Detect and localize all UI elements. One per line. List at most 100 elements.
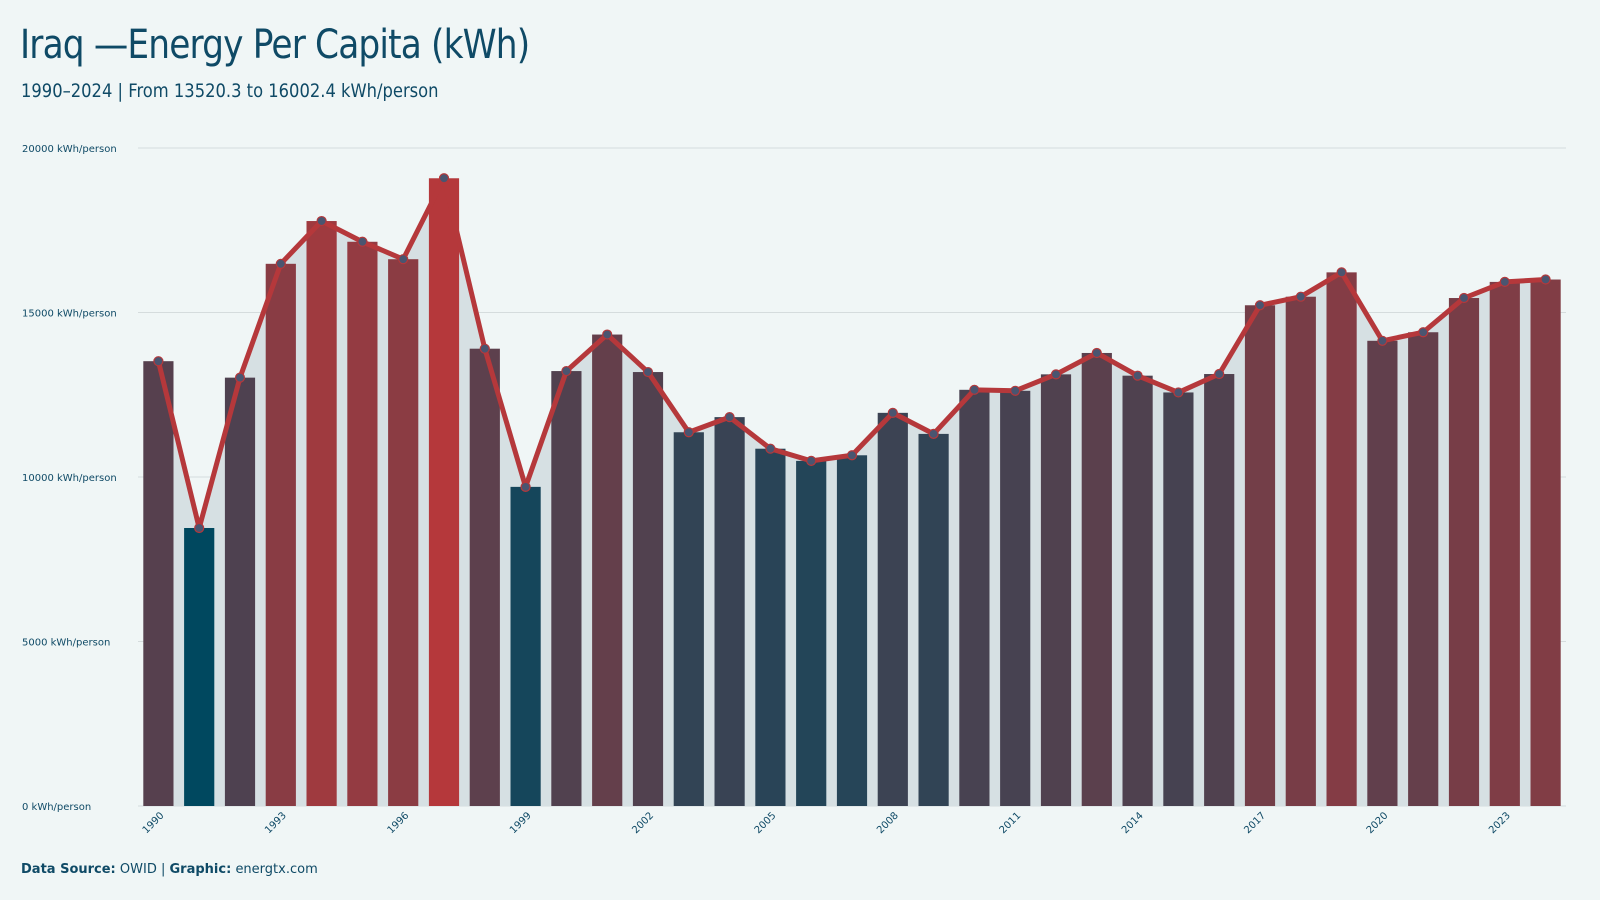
y-tick-label: 5000 kWh/person xyxy=(22,638,110,649)
bar-2016 xyxy=(1204,374,1235,806)
marker-2024 xyxy=(1540,274,1551,285)
chart-title: Iraq —Energy Per Capita (kWh) xyxy=(20,22,530,68)
marker-1995 xyxy=(357,236,368,247)
marker-2013 xyxy=(1091,347,1102,359)
marker-2011 xyxy=(1010,385,1021,396)
marker-2010 xyxy=(969,384,980,395)
x-tick-label: 1999 xyxy=(508,810,534,836)
bar-2008 xyxy=(877,412,908,806)
marker-1991 xyxy=(194,522,205,534)
x-tick-label: 2011 xyxy=(998,810,1024,836)
marker-2023 xyxy=(1499,276,1510,288)
bar-2014 xyxy=(1122,375,1153,806)
marker-2014 xyxy=(1132,370,1143,381)
marker-2008 xyxy=(887,407,898,418)
bar-2003 xyxy=(673,432,704,806)
bar-2017 xyxy=(1244,305,1276,806)
bar-2002 xyxy=(632,372,664,806)
marker-2018 xyxy=(1295,291,1306,302)
bar-2001 xyxy=(592,334,623,806)
x-tick-label: 2014 xyxy=(1120,810,1146,836)
bar-2013 xyxy=(1081,352,1112,806)
bar-1996 xyxy=(388,259,419,806)
marker-2020 xyxy=(1377,335,1388,346)
marker-2007 xyxy=(846,450,858,461)
marker-2000 xyxy=(561,365,572,377)
marker-2012 xyxy=(1050,369,1062,380)
bar-1995 xyxy=(347,241,378,806)
x-tick-label: 2005 xyxy=(753,810,779,836)
bar-1994 xyxy=(306,221,337,807)
x-tick-label: 1996 xyxy=(386,810,412,836)
marker-2015 xyxy=(1173,387,1184,398)
marker-1996 xyxy=(398,254,409,265)
bar-2018 xyxy=(1285,296,1316,806)
bar-2019 xyxy=(1326,272,1357,806)
x-tick-label: 2023 xyxy=(1487,810,1513,836)
bar-2000 xyxy=(551,371,582,806)
source-value: OWID xyxy=(119,862,157,877)
marker-2006 xyxy=(806,455,817,466)
marker-2002 xyxy=(642,366,654,378)
bar-1998 xyxy=(469,348,500,806)
footer-credits: Data Source: OWID | Graphic: energtx.com xyxy=(21,862,318,877)
bar-2011 xyxy=(1000,390,1031,806)
bar-2004 xyxy=(714,417,745,806)
bar-2006 xyxy=(796,460,827,806)
y-axis-ticks: 0 kWh/person 5000 kWh/person 10000 kWh/per… xyxy=(22,144,117,813)
bar-2022 xyxy=(1448,298,1480,806)
bar-2012 xyxy=(1040,374,1072,806)
y-tick-label: 15000 kWh/person xyxy=(22,309,117,320)
marker-2001 xyxy=(602,329,613,340)
bar-2005 xyxy=(755,448,786,806)
bar-2024 xyxy=(1530,279,1561,807)
marker-1994 xyxy=(316,215,327,227)
marker-2019 xyxy=(1336,267,1347,278)
marker-2005 xyxy=(765,443,776,454)
bar-2009 xyxy=(918,433,949,806)
x-tick-label: 2020 xyxy=(1365,810,1391,836)
marker-1990 xyxy=(153,356,164,367)
bar-1990 xyxy=(143,361,174,806)
marker-1992 xyxy=(234,372,246,383)
marker-2016 xyxy=(1214,368,1225,380)
bar-2010 xyxy=(959,389,990,806)
bar-2023 xyxy=(1489,281,1520,806)
bar-2007 xyxy=(836,455,868,806)
bar-2020 xyxy=(1367,340,1398,806)
marker-2009 xyxy=(928,428,939,440)
bar-1991 xyxy=(184,527,215,806)
y-tick-label: 20000 kWh/person xyxy=(22,144,117,155)
marker-2003 xyxy=(683,427,694,438)
markers xyxy=(153,173,1551,534)
bar-2015 xyxy=(1163,392,1194,806)
x-tick-label: 2017 xyxy=(1242,810,1268,836)
marker-2021 xyxy=(1418,327,1429,338)
marker-1998 xyxy=(479,343,490,354)
marker-2004 xyxy=(724,412,735,423)
y-tick-label: 10000 kWh/person xyxy=(22,473,117,484)
bar-1992 xyxy=(224,377,256,806)
x-axis-ticks: 1990 1993 1996 1999 2002 2005 2008 2011 2014 2017… xyxy=(141,810,1513,836)
graphic-value: energtx.com xyxy=(235,862,318,877)
bar-2021 xyxy=(1408,332,1439,806)
bar-1997 xyxy=(428,178,460,806)
x-tick-label: 1993 xyxy=(263,810,289,836)
x-tick-label: 1990 xyxy=(141,810,167,836)
marker-2017 xyxy=(1254,300,1266,311)
marker-2022 xyxy=(1458,292,1470,304)
marker-1999 xyxy=(520,481,531,492)
bar-1999 xyxy=(510,486,541,806)
x-tick-label: 2008 xyxy=(875,810,901,836)
marker-1997 xyxy=(438,173,450,184)
bars xyxy=(143,178,1561,807)
footer-separator: | xyxy=(160,862,166,877)
marker-1993 xyxy=(275,258,286,269)
y-tick-label: 0 kWh/person xyxy=(22,802,91,813)
x-tick-label: 2002 xyxy=(630,810,656,836)
bar-1993 xyxy=(265,263,296,807)
chart-subtitle: 1990–2024 | From 13520.3 to 16002.4 kWh/… xyxy=(21,80,439,102)
graphic-label: Graphic: xyxy=(169,862,232,877)
source-label: Data Source: xyxy=(21,862,116,877)
